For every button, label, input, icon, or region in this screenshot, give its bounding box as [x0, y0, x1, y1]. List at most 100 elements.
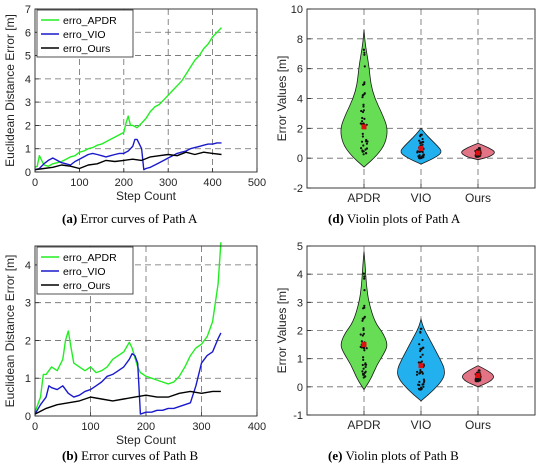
legend-label: erro_Ours	[63, 43, 110, 55]
data-point	[363, 304, 366, 307]
axes-frame-d	[306, 8, 536, 189]
data-point	[361, 149, 364, 152]
legend-label: erro_Ours	[63, 280, 110, 292]
data-point	[361, 120, 364, 123]
y-tick-label: 6	[25, 27, 31, 39]
data-point	[418, 343, 421, 346]
y-tick-label: 1	[25, 373, 31, 385]
data-point	[415, 373, 419, 376]
x-tick-label: VIO	[411, 191, 432, 205]
data-point	[363, 315, 366, 318]
data-point	[419, 331, 422, 334]
data-point	[361, 110, 365, 114]
x-tick-label: 400	[248, 421, 266, 433]
data-point	[362, 103, 365, 106]
data-point	[363, 81, 366, 84]
x-tick-label: Ours	[465, 191, 491, 205]
x-tick-label: 200	[115, 177, 133, 189]
series-line-erro_VIO	[34, 138, 222, 171]
y-axis-label: Euclidean Distance Error [m]	[3, 255, 17, 408]
y-tick-label: 4	[297, 269, 303, 281]
x-tick-label: 0	[32, 421, 38, 433]
caption-b: (b) Error curves of Path B	[62, 448, 199, 463]
violin-VIO	[397, 317, 445, 402]
data-point	[421, 143, 424, 146]
data-point	[418, 139, 421, 142]
y-axis-label: Euclidean Distance Error [m]	[3, 14, 17, 167]
y-tick-label: 3	[297, 297, 303, 309]
data-point	[422, 378, 425, 381]
data-point	[417, 383, 420, 386]
data-point	[417, 387, 420, 390]
series-line-erro_Ours	[34, 151, 222, 171]
y-tick-label: 2	[25, 120, 31, 132]
data-point	[363, 371, 366, 374]
data-point	[359, 333, 362, 336]
caption-a: (a) Error curves of Path A	[62, 211, 198, 226]
data-point	[419, 355, 422, 359]
data-point	[422, 383, 425, 386]
series-line-erro_Ours	[34, 390, 221, 415]
data-point	[418, 380, 421, 383]
median-marker-VIO	[418, 145, 424, 151]
y-tick-label: 4	[25, 74, 31, 86]
x-tick-label: 500	[248, 177, 266, 189]
x-axis-label: Step Count	[116, 189, 177, 203]
data-point	[360, 109, 363, 113]
data-point	[362, 372, 365, 375]
x-tick-label: 200	[137, 421, 155, 433]
data-point	[362, 109, 365, 112]
y-tick-label: 0	[25, 411, 31, 423]
x-tick-label: VIO	[411, 418, 432, 432]
data-point	[421, 338, 424, 342]
data-point	[418, 154, 421, 157]
data-point	[361, 319, 364, 322]
y-tick-label: 5	[25, 51, 31, 63]
x-tick-label: 100	[81, 421, 99, 433]
legend-label: erro_APDR	[63, 252, 117, 264]
data-point	[365, 347, 368, 350]
median-marker-VIO	[418, 363, 424, 369]
y-tick-label: 0	[297, 153, 303, 165]
y-tick-label: 1	[297, 354, 303, 366]
data-point	[363, 65, 366, 68]
y-tick-label: 0	[297, 382, 303, 394]
data-point	[363, 53, 366, 56]
y-tick-label: 8	[297, 34, 303, 46]
data-point	[365, 152, 368, 155]
data-point	[419, 349, 422, 353]
data-point	[417, 156, 421, 159]
y-tick-label: 3	[25, 97, 31, 109]
axes-frame-b	[34, 245, 258, 417]
data-point	[366, 140, 369, 143]
caption-d: (d) Violin plots of Path A	[328, 211, 461, 226]
y-tick-label: 3	[25, 298, 31, 310]
y-axis-label: Error Values [m]	[275, 288, 289, 374]
y-tick-label: 7	[25, 4, 31, 16]
data-point	[363, 275, 366, 278]
data-point	[361, 370, 364, 373]
data-point	[362, 153, 365, 156]
x-tick-label: 400	[203, 177, 221, 189]
data-point	[363, 82, 366, 86]
data-point	[422, 140, 425, 144]
data-point	[421, 137, 424, 141]
y-tick-label: 2	[25, 335, 31, 347]
data-point	[364, 365, 367, 369]
median-marker-Ours	[475, 150, 481, 156]
x-tick-label: 100	[70, 177, 88, 189]
data-point	[422, 346, 425, 349]
data-point	[362, 48, 365, 51]
data-point	[362, 332, 365, 335]
data-point	[365, 363, 368, 366]
data-point	[478, 369, 481, 372]
data-point	[421, 371, 424, 374]
y-tick-label: 5	[297, 241, 303, 253]
data-point	[362, 122, 365, 125]
series-line-erro_APDR	[34, 242, 222, 413]
data-point	[362, 144, 365, 147]
caption-e: (e) Violin plots of Path B	[328, 448, 459, 463]
data-point	[363, 277, 366, 280]
data-point	[363, 289, 366, 292]
